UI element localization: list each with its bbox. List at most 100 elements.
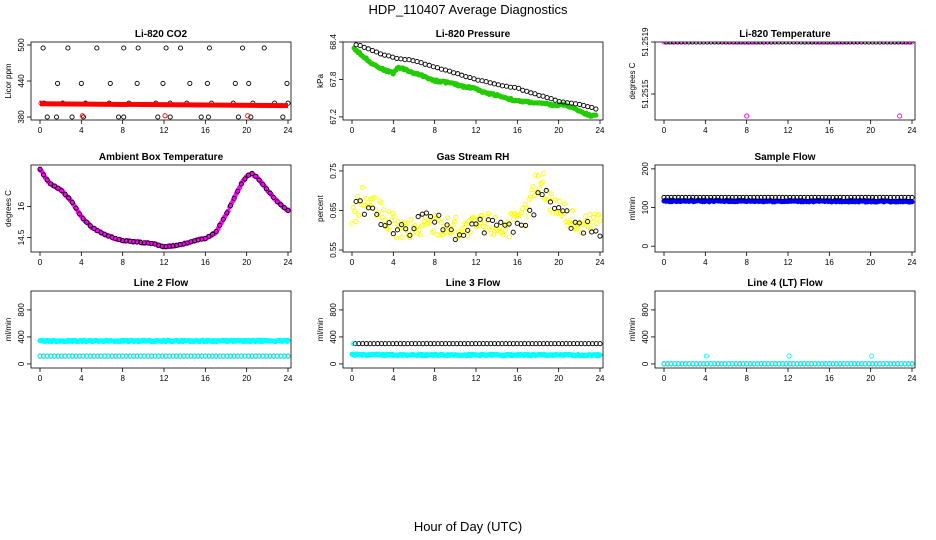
data-point (447, 68, 453, 74)
panel-p5: Gas Stream RH percent 0 4 8 12 16 20 24 0.55 0.65 0… (316, 152, 605, 267)
data-point (697, 194, 703, 201)
data-point (217, 353, 223, 359)
data-point (585, 219, 591, 225)
data-point (371, 194, 377, 200)
data-point (238, 181, 244, 187)
data-point (668, 194, 674, 201)
data-point (267, 353, 273, 359)
data-point (422, 61, 428, 67)
data-point (116, 353, 122, 359)
x-tick-label: 12 (784, 126, 793, 135)
data-point (506, 234, 513, 240)
data-point (285, 353, 291, 359)
data-point (242, 176, 248, 182)
data-point (765, 361, 771, 367)
data-point (159, 353, 165, 359)
panel-title: Li-820 Temperature (739, 29, 831, 40)
data-point (491, 81, 497, 87)
data-point (524, 88, 530, 94)
data-point (816, 361, 822, 367)
plot-area (661, 353, 915, 367)
data-point (762, 194, 768, 201)
data-point (433, 213, 439, 219)
data-point (844, 361, 850, 367)
y-tick-label: 0.55 (329, 242, 338, 258)
x-tick-label: 20 (554, 126, 563, 135)
data-point (740, 194, 746, 201)
data-point (819, 194, 825, 201)
data-point (679, 361, 685, 367)
x-tick-label: 0 (662, 126, 667, 135)
data-point (736, 361, 743, 367)
x-tick-label: 20 (866, 374, 875, 383)
data-point (758, 194, 764, 201)
data-point (492, 214, 498, 221)
y-axis-label: degrees C (4, 190, 13, 227)
data-point (880, 361, 886, 367)
data-point (704, 194, 710, 201)
data-point (507, 84, 514, 90)
data-point (573, 101, 579, 107)
y-tick-label: 800 (641, 303, 650, 317)
data-point (271, 353, 277, 359)
data-point (536, 92, 542, 98)
series-2 (352, 341, 603, 347)
data-point (382, 217, 388, 223)
x-tick-label: 24 (596, 126, 605, 135)
data-point (199, 353, 205, 359)
data-point (349, 221, 355, 227)
data-point (552, 97, 558, 103)
data-point (167, 114, 173, 120)
data-point (569, 207, 575, 213)
data-point (751, 194, 757, 201)
plot-area (661, 42, 915, 119)
data-point (195, 237, 201, 243)
data-point (76, 353, 83, 359)
data-point (535, 190, 541, 196)
data-point (887, 361, 893, 367)
data-point (177, 45, 184, 51)
data-point (744, 361, 750, 367)
plot-frame (342, 41, 604, 121)
x-tick-label: 16 (825, 258, 834, 267)
data-point (127, 238, 133, 244)
data-point (902, 361, 908, 367)
plot-frame (30, 290, 292, 369)
data-point (127, 353, 133, 359)
series-1 (37, 167, 291, 250)
data-point (69, 199, 75, 205)
data-point (531, 212, 537, 218)
data-point (862, 361, 868, 367)
data-point (430, 64, 436, 70)
data-point (246, 80, 252, 86)
data-point (350, 204, 356, 210)
y-tick-label: 440 (17, 74, 26, 88)
data-point (522, 201, 528, 207)
data-point (481, 219, 488, 225)
panel-title: Gas Stream RH (437, 152, 510, 163)
panel-p6: Sample Flow ml/min 0 4 8 12 16 20 24 0 100 200 (628, 152, 917, 267)
data-point (48, 181, 54, 187)
data-point (148, 240, 154, 247)
data-point (206, 233, 212, 239)
data-point (859, 361, 865, 367)
x-tick-label: 12 (784, 374, 793, 383)
data-point (700, 361, 707, 367)
data-point (353, 219, 359, 225)
data-point (568, 100, 575, 106)
data-point (370, 195, 376, 201)
data-point (787, 361, 793, 367)
data-point (830, 361, 836, 367)
data-point (690, 194, 696, 201)
data-point (869, 361, 876, 367)
data-point (409, 230, 415, 236)
data-point (195, 353, 201, 359)
data-point (138, 239, 144, 245)
data-point (80, 114, 86, 120)
data-point (586, 212, 593, 218)
data-point (260, 181, 266, 188)
data-point (392, 221, 398, 227)
data-point (769, 361, 775, 367)
data-point (44, 353, 50, 359)
